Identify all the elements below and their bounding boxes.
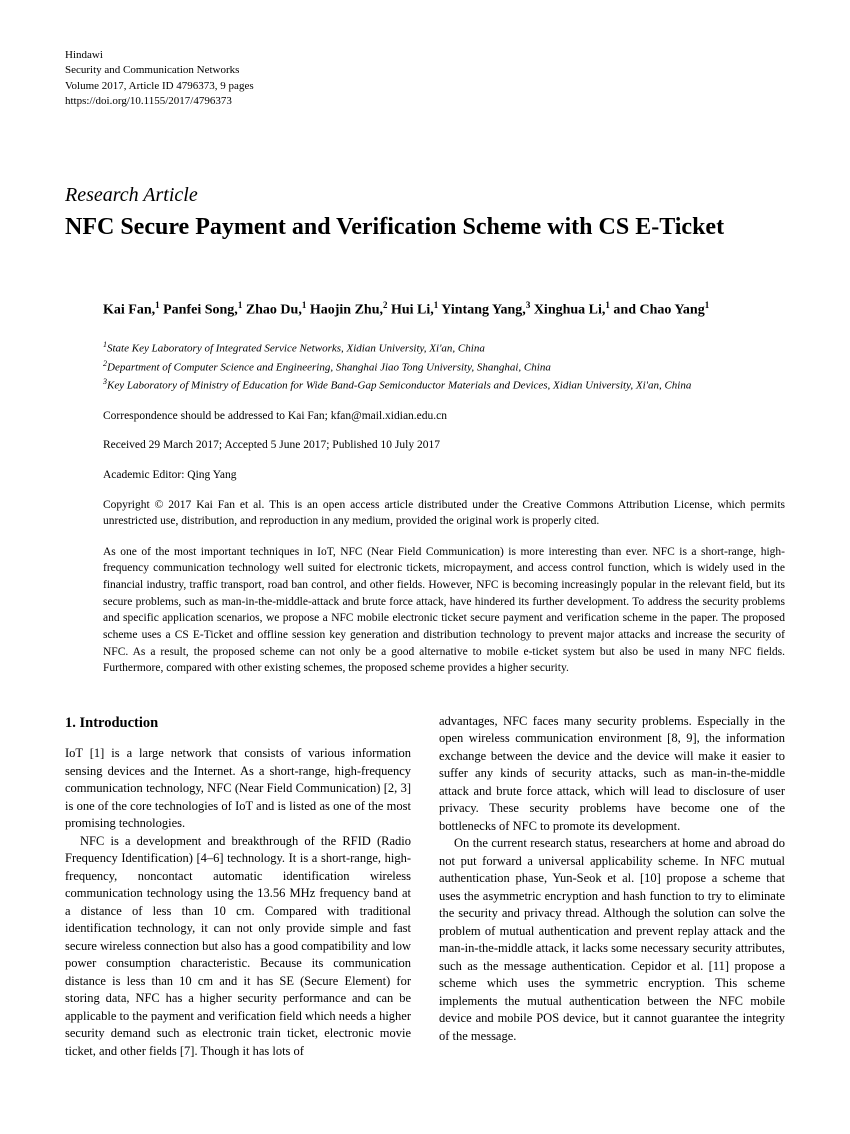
doi-link[interactable]: https://doi.org/10.1155/2017/4796373	[65, 94, 785, 109]
column-left: 1. Introduction IoT [1] is a large netwo…	[65, 713, 411, 1060]
publisher: Hindawi	[65, 48, 785, 63]
body-columns: 1. Introduction IoT [1] is a large netwo…	[65, 713, 785, 1060]
publication-dates: Received 29 March 2017; Accepted 5 June …	[103, 438, 785, 454]
col1-para-1: IoT [1] is a large network that consists…	[65, 745, 411, 833]
volume-info: Volume 2017, Article ID 4796373, 9 pages	[65, 79, 785, 94]
article-title: NFC Secure Payment and Verification Sche…	[65, 213, 785, 242]
section-1-heading: 1. Introduction	[65, 713, 411, 733]
col2-para-2: On the current research status, research…	[439, 835, 785, 1045]
copyright-notice: Copyright © 2017 Kai Fan et al. This is …	[103, 497, 785, 529]
academic-editor: Academic Editor: Qing Yang	[103, 468, 785, 484]
affiliation-2: 2Department of Computer Science and Engi…	[103, 358, 785, 377]
affiliation-3: 3Key Laboratory of Ministry of Education…	[103, 376, 785, 395]
journal-header: Hindawi Security and Communication Netwo…	[65, 48, 785, 110]
col2-para-1: advantages, NFC faces many security prob…	[439, 713, 785, 836]
journal-name: Security and Communication Networks	[65, 63, 785, 78]
correspondence: Correspondence should be addressed to Ka…	[103, 409, 785, 425]
abstract: As one of the most important techniques …	[103, 544, 785, 677]
col1-para-2: NFC is a development and breakthrough of…	[65, 833, 411, 1061]
affiliations: 1State Key Laboratory of Integrated Serv…	[103, 339, 785, 395]
authors-list: Kai Fan,1 Panfei Song,1 Zhao Du,1 Haojin…	[103, 299, 785, 321]
article-type: Research Article	[65, 182, 785, 209]
column-right: advantages, NFC faces many security prob…	[439, 713, 785, 1060]
affiliation-1: 1State Key Laboratory of Integrated Serv…	[103, 339, 785, 358]
